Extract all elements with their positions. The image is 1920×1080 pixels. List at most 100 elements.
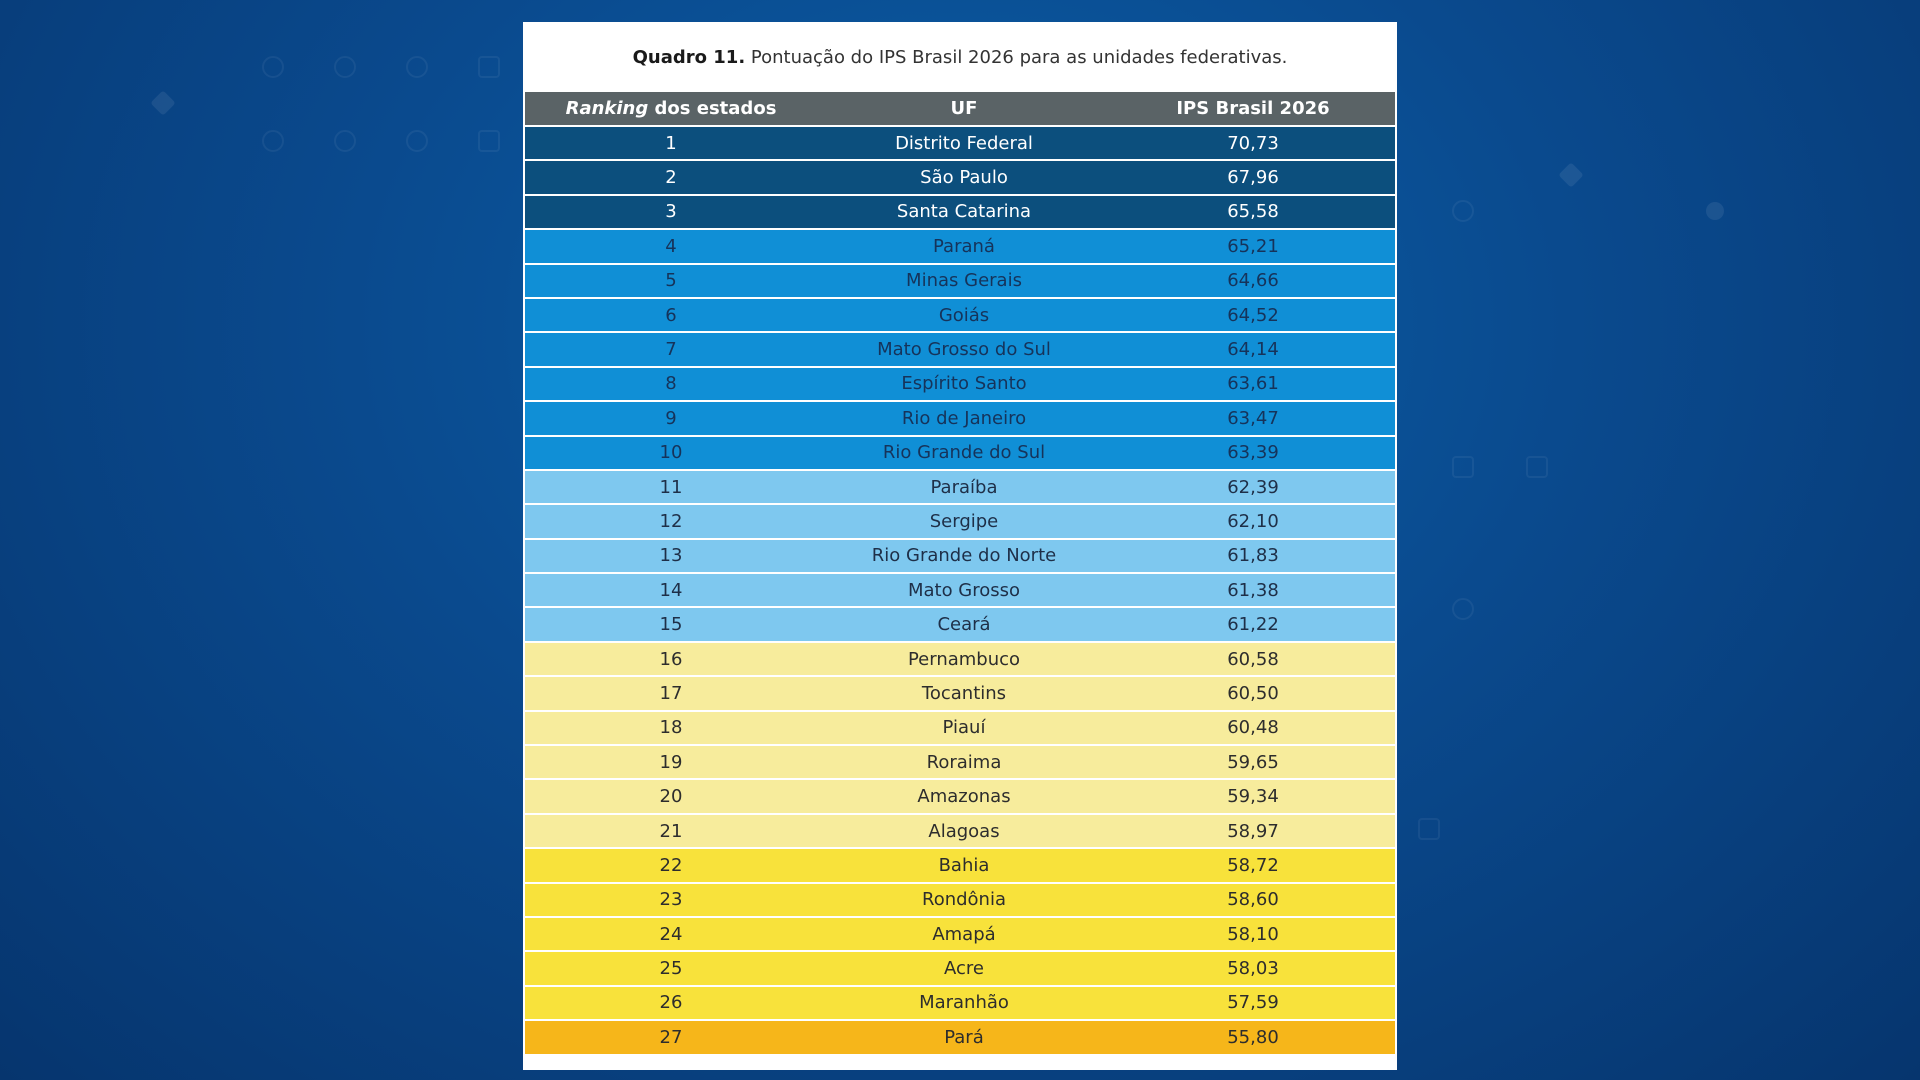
cell-rank: 11 bbox=[525, 469, 817, 506]
cell-rank: 20 bbox=[525, 779, 817, 815]
cell-rank: 14 bbox=[525, 573, 817, 609]
background-dot-decoration bbox=[1706, 202, 1724, 220]
cell-rank: 13 bbox=[525, 538, 817, 575]
cell-rank: 10 bbox=[525, 435, 817, 471]
cell-score: 64,14 bbox=[1111, 332, 1395, 368]
table-row: 10 Rio Grande do Sul 63,39 bbox=[525, 435, 1395, 471]
cell-score: 58,60 bbox=[1111, 882, 1395, 918]
cell-score: 62,39 bbox=[1111, 469, 1395, 506]
cell-uf: Mato Grosso bbox=[817, 573, 1111, 609]
cell-score: 63,47 bbox=[1111, 401, 1395, 437]
background-diamond-decoration bbox=[1558, 162, 1584, 188]
background-circle-decoration bbox=[334, 130, 356, 152]
header-ranking-rest: dos estados bbox=[648, 98, 777, 119]
cell-uf: Pernambuco bbox=[817, 641, 1111, 678]
table-row: 2 São Paulo 67,96 bbox=[525, 160, 1395, 196]
cell-rank: 12 bbox=[525, 504, 817, 540]
background-circle-decoration bbox=[262, 130, 284, 152]
cell-rank: 25 bbox=[525, 951, 817, 987]
cell-uf: Rio Grande do Sul bbox=[817, 435, 1111, 471]
table-caption: Quadro 11. Pontuação do IPS Brasil 2026 … bbox=[523, 22, 1397, 92]
cell-uf: Tocantins bbox=[817, 676, 1111, 712]
cell-score: 67,96 bbox=[1111, 160, 1395, 196]
cell-rank: 26 bbox=[525, 985, 817, 1022]
cell-uf: Distrito Federal bbox=[817, 126, 1111, 162]
cell-uf: Piauí bbox=[817, 710, 1111, 747]
table-row: 16 Pernambuco 60,58 bbox=[525, 641, 1395, 678]
header-uf: UF bbox=[817, 92, 1111, 127]
table-row: 11 Paraíba 62,39 bbox=[525, 469, 1395, 506]
cell-rank: 17 bbox=[525, 676, 817, 712]
cell-rank: 22 bbox=[525, 848, 817, 884]
cell-score: 63,61 bbox=[1111, 366, 1395, 403]
cell-uf: Sergipe bbox=[817, 504, 1111, 540]
cell-rank: 6 bbox=[525, 297, 817, 334]
cell-rank: 18 bbox=[525, 710, 817, 747]
table-row: 23 Rondônia 58,60 bbox=[525, 882, 1395, 918]
ips-ranking-table: Ranking dos estados UF IPS Brasil 2026 1… bbox=[525, 92, 1395, 1056]
cell-score: 65,21 bbox=[1111, 229, 1395, 265]
table-row: 6 Goiás 64,52 bbox=[525, 297, 1395, 334]
table-card: Quadro 11. Pontuação do IPS Brasil 2026 … bbox=[523, 22, 1397, 1070]
cell-score: 55,80 bbox=[1111, 1020, 1395, 1056]
cell-uf: Rondônia bbox=[817, 882, 1111, 918]
background-square-decoration bbox=[1418, 818, 1440, 840]
table-row: 4 Paraná 65,21 bbox=[525, 229, 1395, 265]
cell-score: 59,65 bbox=[1111, 745, 1395, 781]
header-ranking-italic: Ranking bbox=[565, 98, 649, 119]
table-row: 8 Espírito Santo 63,61 bbox=[525, 366, 1395, 403]
cell-score: 60,50 bbox=[1111, 676, 1395, 712]
cell-uf: Rio Grande do Norte bbox=[817, 538, 1111, 575]
cell-score: 64,52 bbox=[1111, 297, 1395, 334]
cell-uf: Bahia bbox=[817, 848, 1111, 884]
cell-rank: 23 bbox=[525, 882, 817, 918]
table-row: 27 Pará 55,80 bbox=[525, 1020, 1395, 1056]
cell-score: 63,39 bbox=[1111, 435, 1395, 471]
table-row: 17 Tocantins 60,50 bbox=[525, 676, 1395, 712]
background-diamond-decoration bbox=[150, 90, 176, 116]
cell-rank: 8 bbox=[525, 366, 817, 403]
background-square-decoration bbox=[1452, 456, 1474, 478]
header-score: IPS Brasil 2026 bbox=[1111, 92, 1395, 127]
table-row: 19 Roraima 59,65 bbox=[525, 745, 1395, 781]
background-circle-decoration bbox=[406, 130, 428, 152]
background-circle-decoration bbox=[1452, 598, 1474, 620]
table-row: 22 Bahia 58,72 bbox=[525, 848, 1395, 884]
cell-uf: Goiás bbox=[817, 297, 1111, 334]
table-row: 1 Distrito Federal 70,73 bbox=[525, 126, 1395, 162]
cell-rank: 1 bbox=[525, 126, 817, 162]
table-row: 21 Alagoas 58,97 bbox=[525, 813, 1395, 850]
cell-score: 59,34 bbox=[1111, 779, 1395, 815]
table-row: 14 Mato Grosso 61,38 bbox=[525, 573, 1395, 609]
cell-rank: 24 bbox=[525, 916, 817, 953]
cell-score: 64,66 bbox=[1111, 263, 1395, 299]
cell-uf: Alagoas bbox=[817, 813, 1111, 850]
table-row: 12 Sergipe 62,10 bbox=[525, 504, 1395, 540]
table-row: 20 Amazonas 59,34 bbox=[525, 779, 1395, 815]
table-row: 13 Rio Grande do Norte 61,83 bbox=[525, 538, 1395, 575]
cell-rank: 3 bbox=[525, 194, 817, 231]
cell-uf: Roraima bbox=[817, 745, 1111, 781]
header-ranking: Ranking dos estados bbox=[525, 92, 817, 127]
cell-score: 58,97 bbox=[1111, 813, 1395, 850]
cell-uf: Santa Catarina bbox=[817, 194, 1111, 231]
cell-uf: Amapá bbox=[817, 916, 1111, 953]
cell-score: 65,58 bbox=[1111, 194, 1395, 231]
cell-rank: 27 bbox=[525, 1020, 817, 1056]
cell-score: 62,10 bbox=[1111, 504, 1395, 540]
background-square-decoration bbox=[1526, 456, 1548, 478]
background-circle-decoration bbox=[406, 56, 428, 78]
caption-text: Pontuação do IPS Brasil 2026 para as uni… bbox=[745, 47, 1288, 68]
cell-score: 61,22 bbox=[1111, 607, 1395, 643]
background-circle-decoration bbox=[1452, 200, 1474, 222]
cell-uf: Amazonas bbox=[817, 779, 1111, 815]
background-circle-decoration bbox=[262, 56, 284, 78]
cell-score: 57,59 bbox=[1111, 985, 1395, 1022]
cell-score: 58,72 bbox=[1111, 848, 1395, 884]
background-square-decoration bbox=[478, 130, 500, 152]
table-row: 5 Minas Gerais 64,66 bbox=[525, 263, 1395, 299]
table-row: 9 Rio de Janeiro 63,47 bbox=[525, 401, 1395, 437]
background-circle-decoration bbox=[334, 56, 356, 78]
cell-score: 61,38 bbox=[1111, 573, 1395, 609]
cell-rank: 5 bbox=[525, 263, 817, 299]
